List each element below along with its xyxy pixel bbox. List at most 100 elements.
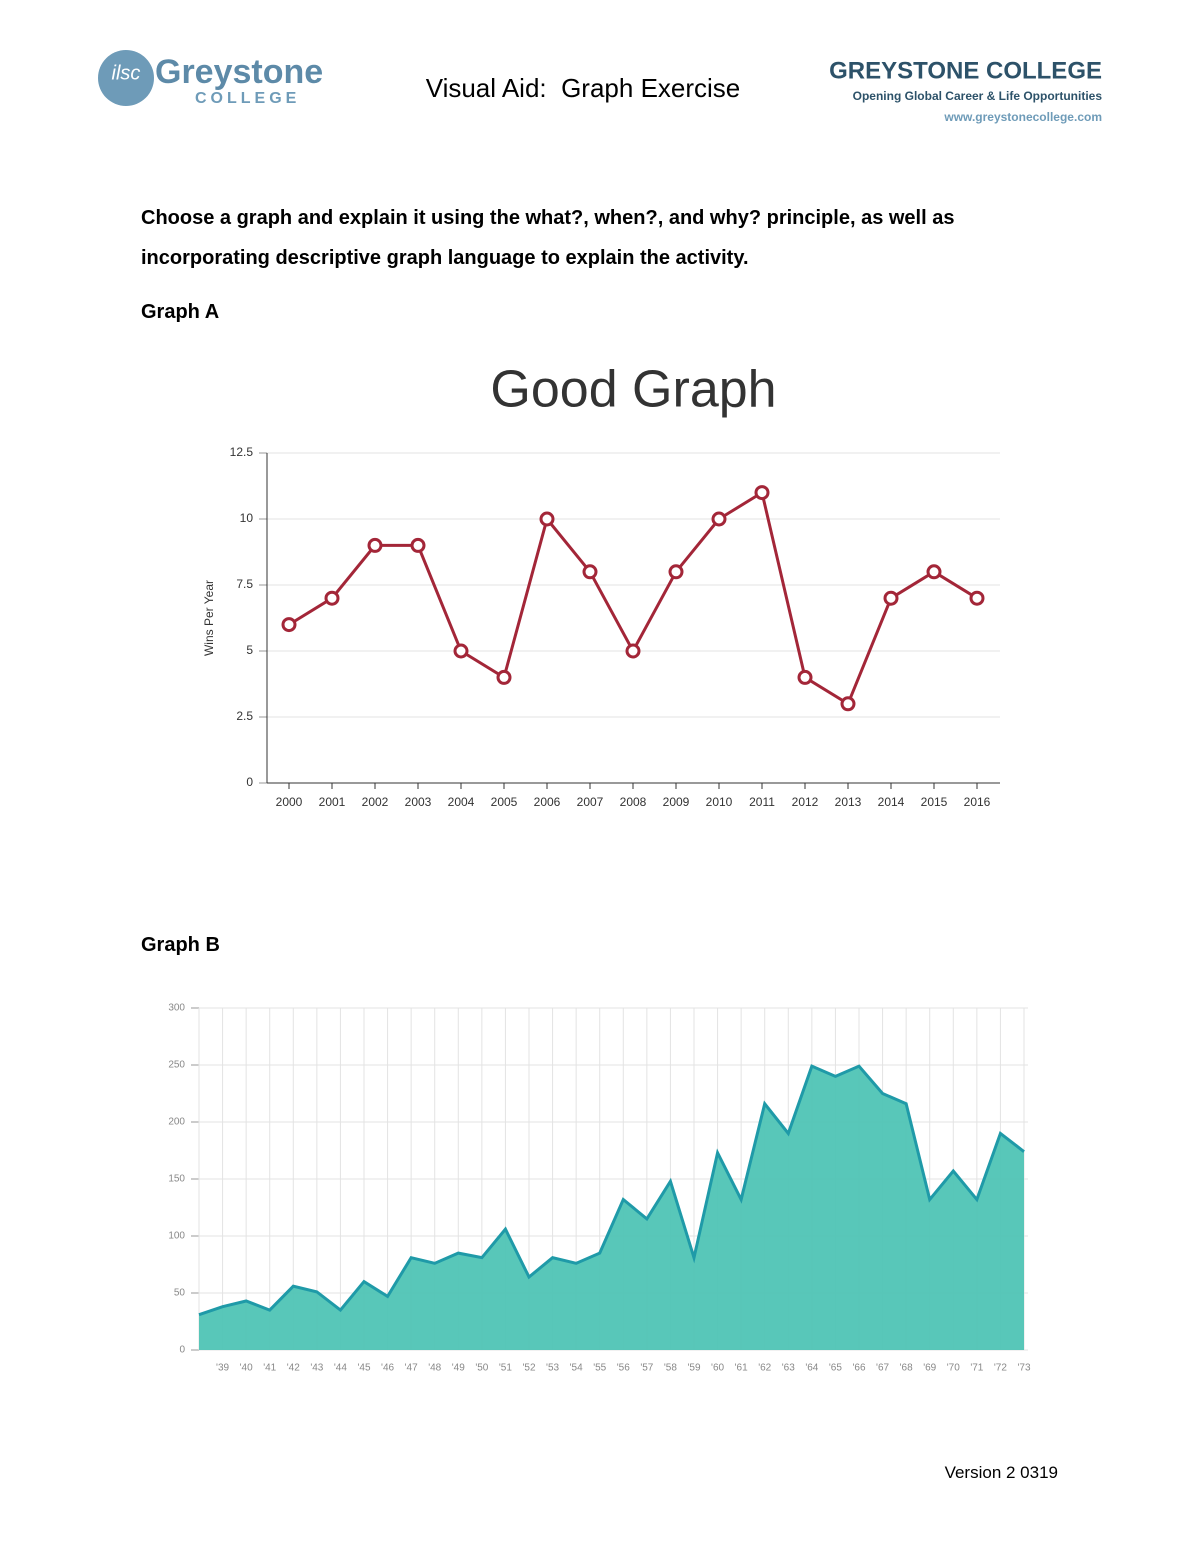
- instructions: Choose a graph and explain it using the …: [141, 207, 955, 269]
- y-tick-label: 0: [179, 1345, 185, 1356]
- x-tick-label: '45: [357, 1363, 370, 1374]
- data-point: [883, 590, 899, 606]
- logo-badge-circle: [98, 50, 154, 106]
- x-tick-label: '61: [735, 1363, 748, 1374]
- x-tick-label: '48: [428, 1363, 441, 1374]
- y-tick-label: 10: [240, 511, 254, 525]
- x-tick-label: '56: [617, 1363, 630, 1374]
- x-tick-label: '70: [947, 1363, 960, 1374]
- y-tick-label: 50: [174, 1288, 186, 1299]
- x-tick-label: '46: [381, 1363, 394, 1374]
- data-point: [367, 537, 383, 553]
- x-tick-label: '50: [475, 1363, 488, 1374]
- data-point: [539, 511, 555, 527]
- x-tick-label: 2005: [491, 795, 518, 809]
- data-point: [969, 590, 985, 606]
- x-tick-label: '41: [263, 1363, 276, 1374]
- x-tick-label: 2013: [835, 795, 862, 809]
- x-tick-label: 2009: [663, 795, 690, 809]
- x-tick-label: 2014: [878, 795, 905, 809]
- data-point: [281, 617, 297, 633]
- tagline: Opening Global Career & Life Opportuniti…: [853, 89, 1103, 103]
- area-fill: [199, 1066, 1024, 1350]
- x-tick-label: 2007: [577, 795, 604, 809]
- data-point: [711, 511, 727, 527]
- x-tick-label: '43: [310, 1363, 323, 1374]
- y-tick-label: 5: [246, 643, 253, 657]
- data-point: [410, 537, 426, 553]
- x-tick-label: '51: [499, 1363, 512, 1374]
- x-tick-label: '52: [522, 1363, 535, 1374]
- x-tick-label: '71: [970, 1363, 983, 1374]
- x-tick-label: 2002: [362, 795, 389, 809]
- x-tick-label: '42: [287, 1363, 300, 1374]
- area-line: [198, 1064, 1025, 1317]
- data-point: [754, 485, 770, 501]
- x-tick-label: 2011: [749, 795, 775, 809]
- right-title: GREYSTONE COLLEGE: [829, 57, 1102, 84]
- x-tick-label: '57: [640, 1363, 653, 1374]
- graph-b-label: Graph B: [141, 934, 220, 956]
- y-tick-label: 150: [168, 1174, 185, 1185]
- y-tick-label: 200: [168, 1117, 185, 1128]
- x-tick-label: '63: [782, 1363, 795, 1374]
- url: www.greystonecollege.com: [943, 110, 1102, 124]
- data-point: [926, 564, 942, 580]
- x-tick-label: 2004: [448, 795, 475, 809]
- data-point: [668, 564, 684, 580]
- x-tick-label: '40: [240, 1363, 253, 1374]
- header-title: Visual Aid: Graph Exercise: [426, 73, 741, 103]
- y-axis-label: Wins Per Year: [202, 580, 216, 656]
- data-point: [797, 669, 813, 685]
- y-tick-label: 250: [168, 1060, 185, 1071]
- x-tick-label: '49: [452, 1363, 465, 1374]
- x-tick-label: 2006: [534, 795, 561, 809]
- x-tick-label: '47: [405, 1363, 418, 1374]
- x-tick-label: '64: [805, 1363, 818, 1374]
- x-tick-label: '53: [546, 1363, 559, 1374]
- logo-sub: COLLEGE: [195, 90, 300, 107]
- x-tick-label: '69: [923, 1363, 936, 1374]
- y-tick-label: 0: [246, 775, 253, 789]
- x-tick-label: '67: [876, 1363, 889, 1374]
- x-tick-label: '73: [1017, 1363, 1030, 1374]
- x-tick-label: 2003: [405, 795, 432, 809]
- y-tick-label: 7.5: [236, 577, 253, 591]
- x-tick-label: '60: [711, 1363, 724, 1374]
- chart-title: Good Graph: [490, 361, 776, 419]
- x-tick-label: 2010: [706, 795, 733, 809]
- x-tick-label: 2016: [964, 795, 991, 809]
- data-point: [625, 643, 641, 659]
- data-point: [496, 669, 512, 685]
- x-tick-label: '62: [758, 1363, 771, 1374]
- data-point: [453, 643, 469, 659]
- data-point: [582, 564, 598, 580]
- y-tick-label: 100: [168, 1231, 185, 1242]
- x-tick-label: '39: [216, 1363, 229, 1374]
- x-tick-label: '72: [994, 1363, 1007, 1374]
- x-tick-label: '59: [687, 1363, 700, 1374]
- logo-main: Greystone: [155, 53, 323, 91]
- x-tick-label: '44: [334, 1363, 347, 1374]
- data-line: [288, 490, 978, 707]
- x-tick-label: '66: [852, 1363, 865, 1374]
- y-tick-label: 300: [168, 1003, 185, 1014]
- x-tick-label: 2001: [319, 795, 346, 809]
- x-tick-label: 2000: [276, 795, 303, 809]
- x-tick-label: '54: [570, 1363, 583, 1374]
- y-tick-label: 2.5: [236, 709, 253, 723]
- x-tick-label: '65: [829, 1363, 842, 1374]
- footer: Version 2 0319: [944, 1463, 1058, 1482]
- x-tick-label: '68: [900, 1363, 913, 1374]
- x-tick-label: '58: [664, 1363, 677, 1374]
- y-tick-label: 12.5: [230, 445, 254, 459]
- graph-a-label: Graph A: [141, 301, 220, 323]
- data-point: [324, 590, 340, 606]
- logo-badge: ilsc: [112, 62, 141, 84]
- x-tick-label: 2015: [921, 795, 948, 809]
- data-point: [840, 696, 856, 712]
- x-tick-label: 2008: [620, 795, 647, 809]
- x-tick-label: '55: [593, 1363, 606, 1374]
